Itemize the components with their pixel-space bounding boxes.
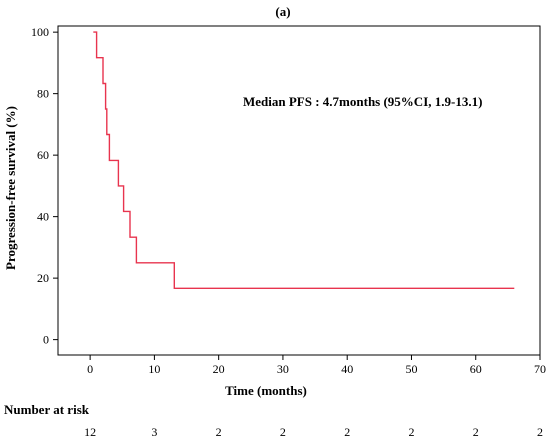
y-axis-label: Progression-free survival (%) bbox=[3, 106, 18, 270]
x-tick-label: 70 bbox=[534, 362, 546, 376]
risk-count: 2 bbox=[408, 425, 414, 439]
y-axis: 0 20 40 60 80 100 bbox=[31, 25, 58, 347]
y-tick-label: 80 bbox=[37, 87, 49, 101]
plot-frame bbox=[57, 25, 541, 356]
risk-count: 3 bbox=[151, 425, 157, 439]
risk-table: 12 3 2 2 2 2 2 2 bbox=[84, 425, 543, 439]
risk-count: 2 bbox=[344, 425, 350, 439]
y-tick-label: 20 bbox=[37, 271, 49, 285]
x-tick-label: 60 bbox=[470, 362, 482, 376]
risk-count: 12 bbox=[84, 425, 96, 439]
x-tick-label: 50 bbox=[405, 362, 417, 376]
risk-table-title: Number at risk bbox=[4, 402, 90, 417]
y-tick-label: 0 bbox=[43, 333, 49, 347]
y-tick-label: 100 bbox=[31, 25, 49, 39]
survival-curve-0 bbox=[93, 31, 515, 289]
x-tick-label: 40 bbox=[341, 362, 353, 376]
median-pfs-annotation: Median PFS : 4.7months (95%CI, 1.9-13.1) bbox=[243, 94, 482, 109]
risk-count: 2 bbox=[537, 425, 543, 439]
x-tick-label: 0 bbox=[87, 362, 93, 376]
y-tick-label: 60 bbox=[37, 148, 49, 162]
risk-count: 2 bbox=[280, 425, 286, 439]
x-axis-label: Time (months) bbox=[225, 383, 307, 398]
risk-count: 2 bbox=[216, 425, 222, 439]
risk-count: 2 bbox=[473, 425, 479, 439]
series-layer bbox=[93, 31, 515, 289]
x-tick-label: 20 bbox=[213, 362, 225, 376]
panel-label: (a) bbox=[275, 4, 290, 19]
x-tick-label: 30 bbox=[277, 362, 289, 376]
x-axis: 0 10 20 30 40 50 60 70 bbox=[87, 355, 546, 376]
x-tick-label: 10 bbox=[148, 362, 160, 376]
y-tick-label: 40 bbox=[37, 210, 49, 224]
